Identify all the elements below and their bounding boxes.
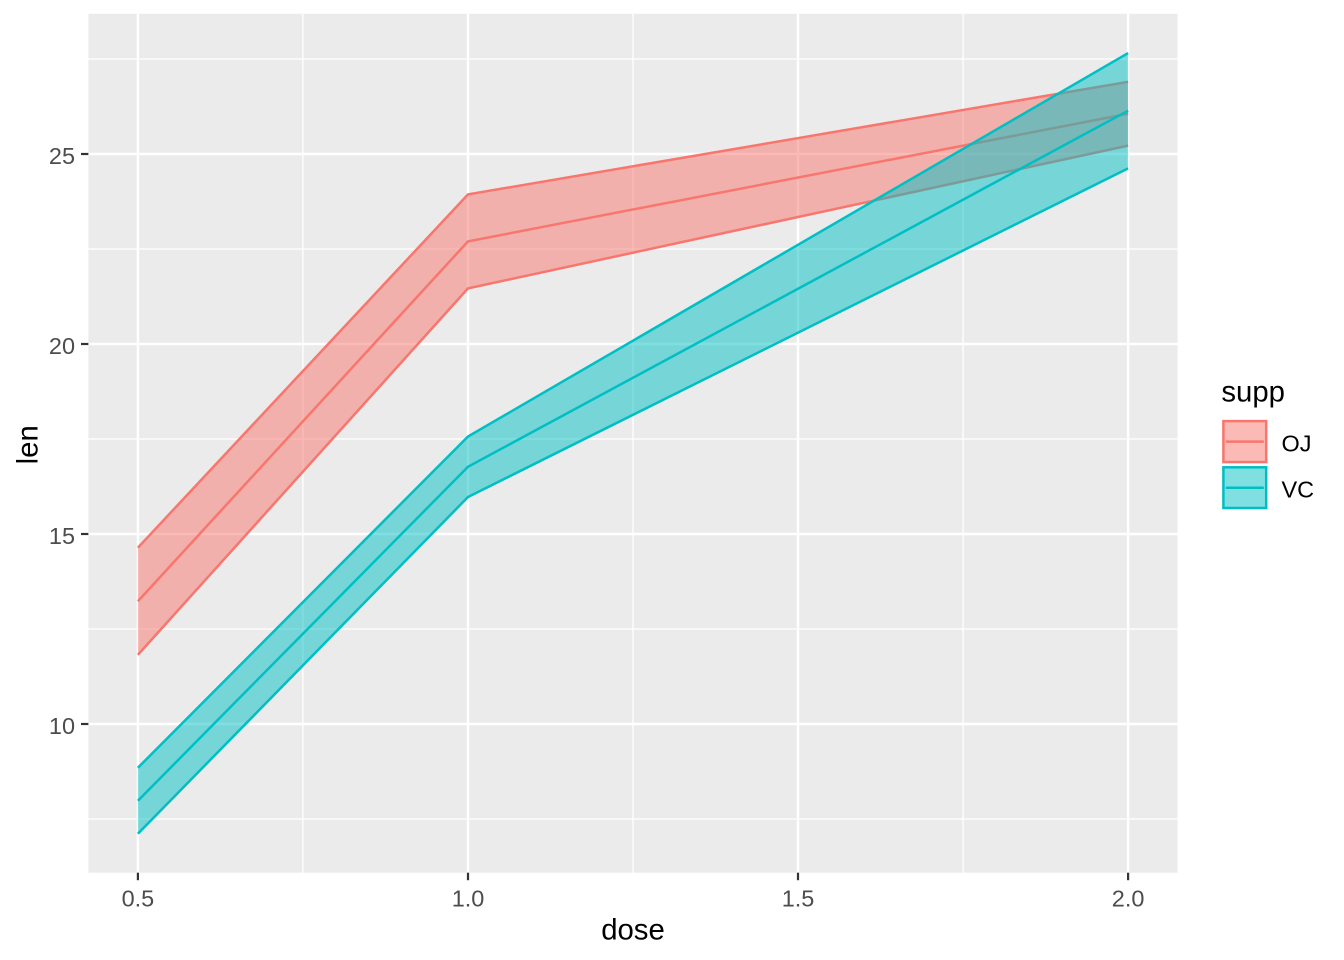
svg-text:supp: supp xyxy=(1221,376,1285,409)
svg-text:15: 15 xyxy=(49,523,75,549)
svg-text:OJ: OJ xyxy=(1282,430,1312,456)
svg-text:1.0: 1.0 xyxy=(452,886,485,912)
svg-text:VC: VC xyxy=(1282,476,1315,502)
svg-text:len: len xyxy=(12,425,45,464)
svg-text:1.5: 1.5 xyxy=(782,886,815,912)
svg-text:0.5: 0.5 xyxy=(122,886,155,912)
svg-text:10: 10 xyxy=(49,713,75,739)
svg-text:25: 25 xyxy=(49,143,75,169)
svg-text:dose: dose xyxy=(601,914,665,947)
svg-text:20: 20 xyxy=(49,333,75,359)
svg-text:2.0: 2.0 xyxy=(1112,886,1145,912)
